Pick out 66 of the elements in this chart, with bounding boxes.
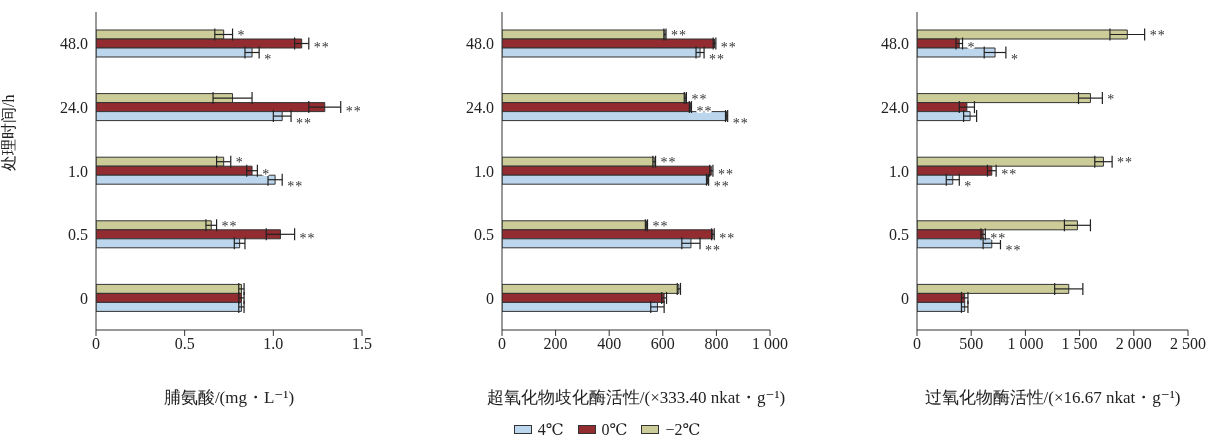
x-tick-label: 1 000 (752, 335, 788, 353)
y-tick-label: 0.5 (474, 226, 494, 244)
annotation: ** (1005, 243, 1022, 258)
y-tick-label: 0 (901, 289, 909, 307)
x-tick-label: 2 500 (1170, 335, 1206, 353)
annotation: ** (313, 40, 330, 56)
annotation: ** (287, 179, 304, 195)
y-tick-label: 1.0 (474, 162, 494, 180)
annotation: ** (345, 103, 362, 119)
annotation: * (264, 52, 273, 68)
x-tick-label: 800 (704, 335, 729, 353)
legend-label: −2℃ (665, 420, 701, 439)
x-tick-label: 0.5 (174, 335, 195, 353)
annotation: ** (719, 231, 736, 246)
y-tick-label: 1.0 (889, 162, 909, 180)
annotation: ** (709, 52, 726, 68)
annotation: ** (296, 115, 313, 131)
annotation: * (262, 167, 271, 183)
annotation: ** (660, 155, 677, 171)
annotation: * (1010, 52, 1019, 68)
x-tick-label: 200 (543, 335, 568, 353)
annotation: * (964, 179, 973, 195)
x-axis-title: 超氧化物歧化酶活性/(×333.40 nkat・g⁻¹) (486, 388, 786, 407)
annotation: ** (990, 231, 1007, 246)
y-tick-label: 0 (80, 289, 88, 307)
y-tick-label: 0.5 (68, 226, 88, 244)
annotation: * (237, 28, 246, 44)
y-tick-label: 0.5 (889, 226, 909, 244)
annotation: ** (732, 115, 749, 131)
x-tick-label: 1 000 (1007, 335, 1044, 353)
y-tick-label: 24.0 (881, 99, 909, 117)
x-tick-label: 1.0 (263, 335, 284, 353)
annotation: ** (1149, 28, 1166, 44)
annotation: ** (1001, 167, 1018, 183)
annotation: ** (299, 231, 316, 246)
x-tick-label: 600 (650, 335, 675, 353)
y-tick-label: 24.0 (60, 99, 88, 117)
y-tick-label: 0 (486, 289, 494, 307)
y-tick-label: 48.0 (881, 35, 909, 53)
annotation: ** (713, 179, 730, 195)
x-tick-label: 0 (92, 335, 100, 353)
annotation: ** (705, 243, 722, 258)
x-tick-label: 0 (913, 335, 921, 353)
x-tick-label: 400 (597, 335, 622, 353)
legend-label: 0℃ (601, 420, 628, 439)
x-tick-label: 1.5 (352, 335, 372, 353)
y-tick-label: 24.0 (466, 99, 494, 117)
y-axis-title: 处理时间/h (0, 94, 17, 171)
annotation: * (1107, 91, 1116, 107)
x-axis-title: 脯氨酸/(mg・L⁻¹) (163, 388, 295, 407)
y-tick-label: 48.0 (466, 35, 494, 53)
y-tick-label: 48.0 (60, 35, 88, 53)
y-tick-label: 1.0 (68, 162, 88, 180)
annotation: ** (221, 219, 238, 234)
x-axis-title: 过氧化物酶活性/(×16.67 nkat・g⁻¹) (924, 388, 1181, 407)
annotation: ** (1117, 155, 1134, 171)
x-tick-label: 2 000 (1115, 335, 1152, 353)
x-tick-label: 1 500 (1061, 335, 1098, 353)
x-tick-label: 500 (959, 335, 984, 353)
annotation: ** (671, 28, 688, 44)
x-tick-label: 0 (498, 335, 506, 353)
annotation: ** (691, 91, 708, 107)
legend-label: 4℃ (537, 420, 564, 439)
annotation: ** (652, 219, 669, 234)
annotation: * (235, 155, 244, 171)
annotation: * (967, 40, 976, 56)
